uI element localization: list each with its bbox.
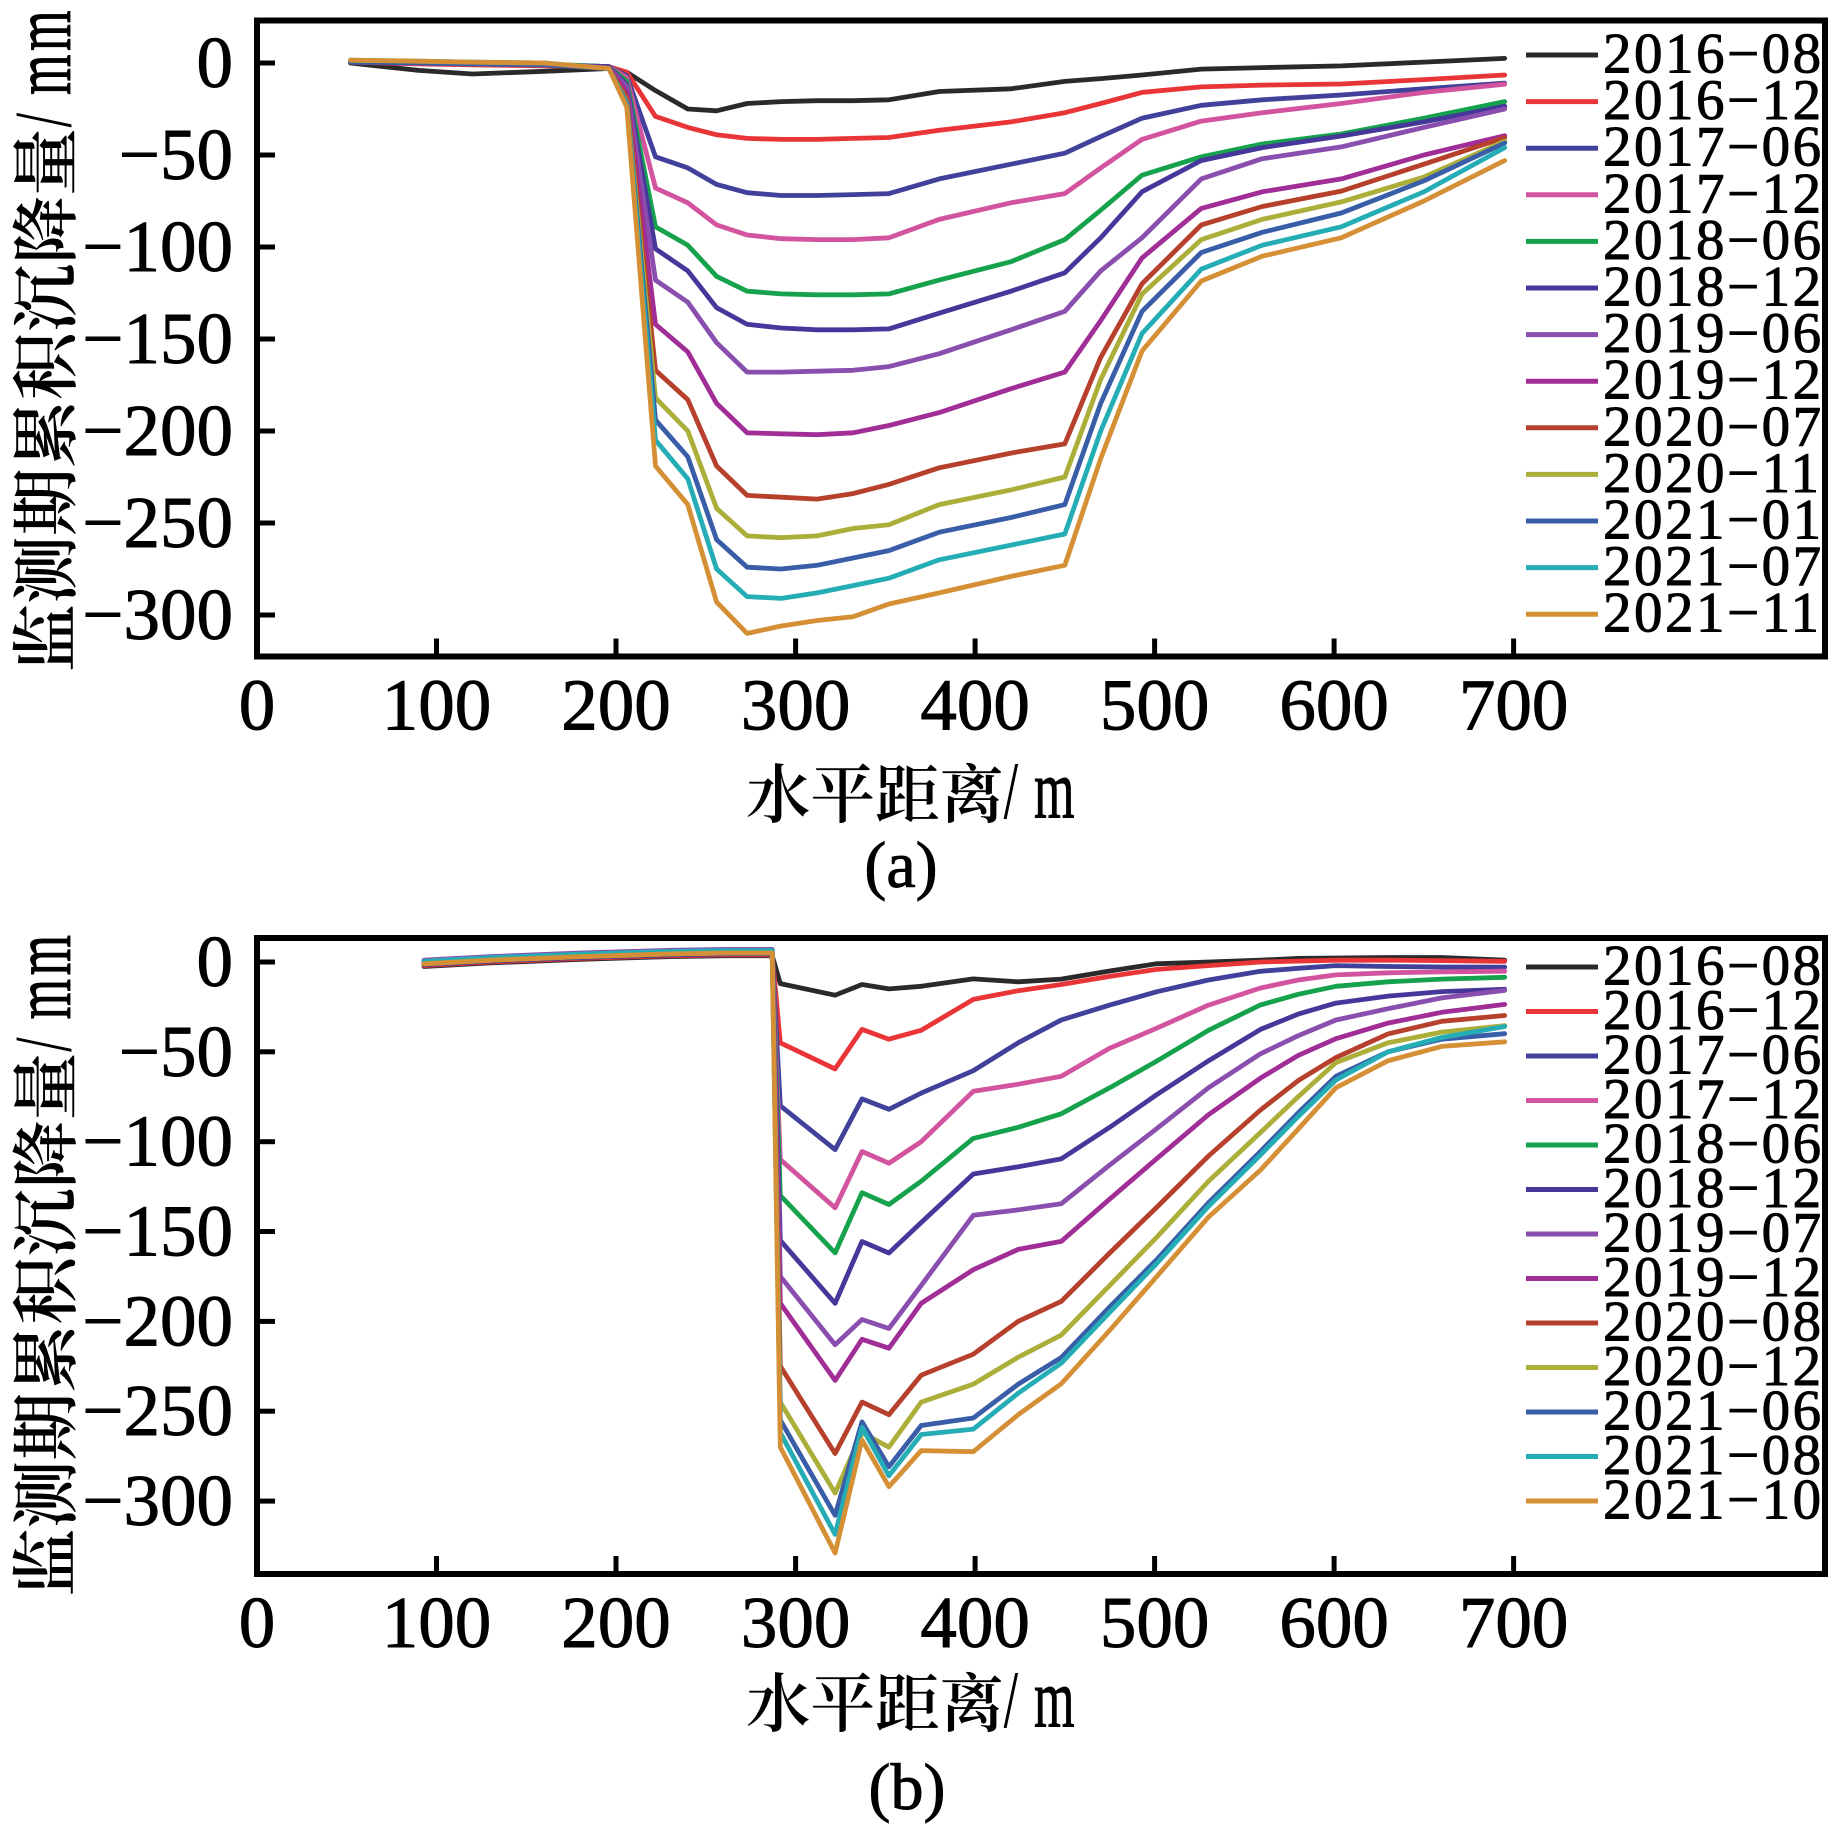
svg-text:400: 400	[920, 1582, 1030, 1663]
svg-text:200: 200	[561, 665, 671, 746]
svg-text:600: 600	[1279, 665, 1389, 746]
svg-text:2021−07: 2021−07	[1603, 535, 1824, 598]
svg-text:−300: −300	[82, 574, 233, 655]
svg-text:m: m	[1034, 744, 1075, 837]
svg-text:700: 700	[1459, 665, 1569, 746]
svg-text:2019−06: 2019−06	[1603, 302, 1824, 365]
svg-text:2016−08: 2016−08	[1603, 23, 1824, 86]
svg-text:−50: −50	[119, 1011, 233, 1092]
svg-text:2020−12: 2020−12	[1603, 1335, 1824, 1398]
svg-text:−250: −250	[82, 1370, 233, 1451]
svg-text:2021−08: 2021−08	[1603, 1424, 1824, 1487]
svg-text:/: /	[1004, 748, 1018, 836]
svg-text:−300: −300	[82, 1460, 233, 1541]
svg-text:(b): (b)	[869, 1751, 946, 1824]
svg-text:2018−12: 2018−12	[1603, 256, 1824, 319]
svg-text:600: 600	[1279, 1582, 1389, 1663]
svg-text:−200: −200	[82, 1280, 233, 1361]
svg-text:500: 500	[1100, 665, 1210, 746]
svg-text:100: 100	[382, 1582, 492, 1663]
svg-text:400: 400	[920, 665, 1030, 746]
svg-text:700: 700	[1459, 1582, 1569, 1663]
svg-text:2017−06: 2017−06	[1603, 116, 1824, 179]
svg-text:2016−12: 2016−12	[1603, 979, 1824, 1042]
svg-text:100: 100	[382, 665, 492, 746]
svg-text:/: /	[1004, 1657, 1018, 1745]
svg-text:−100: −100	[82, 1101, 233, 1182]
svg-text:2018−12: 2018−12	[1603, 1157, 1824, 1220]
svg-text:2017−12: 2017−12	[1603, 162, 1824, 225]
svg-text:2018−06: 2018−06	[1603, 209, 1824, 272]
svg-text:−50: −50	[119, 114, 233, 195]
svg-text:2017−12: 2017−12	[1603, 1068, 1824, 1131]
svg-text:2018−06: 2018−06	[1603, 1113, 1824, 1176]
svg-text:2019−07: 2019−07	[1603, 1202, 1824, 1265]
svg-text:m: m	[0, 10, 89, 51]
svg-text:m: m	[0, 979, 89, 1020]
svg-text:2021−11: 2021−11	[1603, 582, 1822, 645]
svg-text:2016−08: 2016−08	[1603, 935, 1824, 998]
svg-text:2020−08: 2020−08	[1603, 1291, 1824, 1354]
svg-text:2019−12: 2019−12	[1603, 1246, 1824, 1309]
svg-text:500: 500	[1100, 1582, 1210, 1663]
svg-text:300: 300	[741, 1582, 851, 1663]
svg-text:−250: −250	[82, 482, 233, 563]
svg-text:−150: −150	[82, 298, 233, 379]
svg-text:/: /	[0, 113, 88, 127]
svg-text:0: 0	[239, 665, 276, 746]
svg-text:0: 0	[197, 921, 234, 1002]
svg-text:2021−10: 2021−10	[1603, 1469, 1824, 1532]
svg-text:(a): (a)	[864, 829, 937, 902]
svg-text:2020−11: 2020−11	[1603, 442, 1822, 505]
svg-text:m: m	[0, 54, 89, 95]
svg-text:300: 300	[741, 665, 851, 746]
svg-text:−100: −100	[82, 206, 233, 287]
svg-text:2021−06: 2021−06	[1603, 1380, 1824, 1443]
svg-text:200: 200	[561, 1582, 671, 1663]
svg-text:m: m	[0, 935, 89, 976]
svg-text:−200: −200	[82, 390, 233, 471]
svg-text:/: /	[0, 1037, 88, 1051]
svg-text:−150: −150	[82, 1191, 233, 1272]
svg-text:2020−07: 2020−07	[1603, 395, 1824, 458]
svg-text:2021−01: 2021−01	[1603, 489, 1824, 552]
svg-text:0: 0	[239, 1582, 276, 1663]
svg-text:2017−06: 2017−06	[1603, 1024, 1824, 1087]
svg-text:2019−12: 2019−12	[1603, 349, 1824, 412]
svg-text:2016−12: 2016−12	[1603, 69, 1824, 132]
svg-text:0: 0	[197, 22, 234, 103]
svg-text:m: m	[1034, 1653, 1075, 1746]
